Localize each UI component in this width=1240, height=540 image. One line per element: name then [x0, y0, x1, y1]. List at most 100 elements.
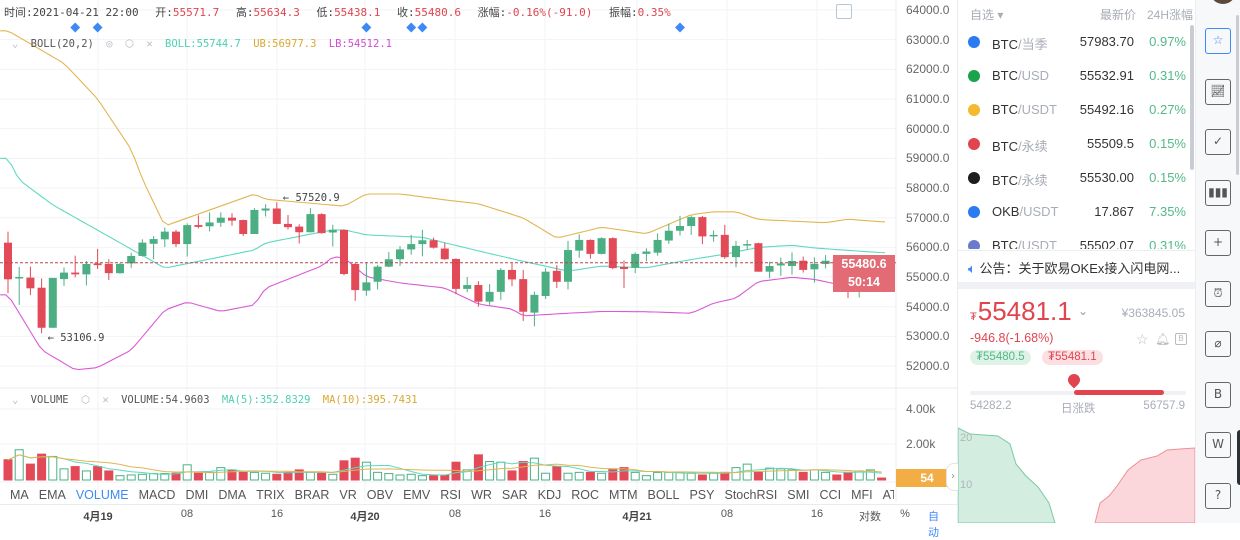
star-icon[interactable]: ☆ [1136, 331, 1149, 347]
bell-icon[interactable]: 🔔︎ [1155, 332, 1171, 346]
add-page-icon[interactable]: + [1205, 230, 1231, 256]
bar-chart-icon[interactable]: ▮▮▮ [1205, 179, 1231, 206]
indicator-tab-volume[interactable]: VOLUME [75, 488, 129, 502]
close-icon[interactable]: ✕ [146, 38, 153, 50]
log-scale-toggle[interactable]: 对数 [859, 511, 881, 523]
candle-down [519, 279, 528, 312]
indicator-tab-roc[interactable]: ROC [571, 488, 600, 502]
avatar[interactable] [1210, 0, 1236, 4]
market-chart-icon[interactable]: 📈︎ [1205, 78, 1231, 105]
ask-price-pill[interactable]: ₮55481.1 [1042, 350, 1103, 365]
candle-up [373, 266, 382, 282]
watchlist-row[interactable]: BTC/USDT 55502.07 0.31% [958, 229, 1190, 249]
indicator-tab-obv[interactable]: OBV [366, 488, 394, 502]
volume-bar [619, 467, 629, 481]
indicator-tab-dma[interactable]: DMA [218, 488, 247, 502]
announcement-bar[interactable]: 🔈︎ 公告：关于欧易OKEx接入闪电网... [958, 250, 1195, 282]
indicator-tab-boll[interactable]: BOLL [647, 488, 680, 502]
w-window-icon[interactable]: W [1205, 432, 1231, 458]
price-axis-label: 53000.0 [906, 329, 950, 344]
indicator-tab-brar[interactable]: BRAR [294, 488, 330, 502]
volume-bar [608, 468, 618, 481]
close-icon[interactable]: ✕ [102, 394, 109, 406]
indicator-tab-wr[interactable]: WR [471, 488, 492, 502]
volume-bar [205, 471, 215, 481]
lb-value: LB:54512.1 [328, 38, 392, 50]
watchlist-scrollbar[interactable] [1190, 25, 1194, 170]
watchlist-row[interactable]: OKB/USDT 17.867 7.35% [958, 195, 1190, 229]
indicator-tab-trix[interactable]: TRIX [256, 488, 285, 502]
indicator-tab-psy[interactable]: PSY [689, 488, 715, 502]
candle-up [788, 261, 796, 267]
candle-up [664, 230, 673, 241]
change-column-header[interactable]: 24H涨幅 [1147, 8, 1194, 22]
time-axis[interactable]: 对数 % 自动 4月19 08 16 4月20 08 16 4月21 08 16 [0, 504, 958, 539]
settings-icon[interactable]: ⬡ [80, 394, 91, 406]
watchlist-row[interactable]: BTC/当季 57983.70 0.97% [958, 25, 1190, 59]
collapse-chevron-icon[interactable]: ⌄ [12, 394, 19, 406]
depth-axis-label: 20 [960, 432, 972, 444]
globe-icon[interactable]: ⌀ [1205, 331, 1231, 357]
candle-down [620, 266, 628, 270]
watchlist-star-icon[interactable]: ☆ [1205, 28, 1231, 54]
indicator-tab-kdj[interactable]: KDJ [537, 488, 562, 502]
watchlist-row[interactable]: BTC/永续 55530.00 0.15% [958, 161, 1190, 195]
change-value: -0.16%(-91.0) [506, 6, 593, 19]
pair-change: 0.31% [1149, 238, 1186, 249]
indicator-tab-vr[interactable]: VR [339, 488, 357, 502]
chevron-down-icon[interactable]: ⌄ [1078, 304, 1089, 318]
volume-bar [283, 471, 293, 481]
indicator-tab-ma[interactable]: MA [10, 488, 29, 502]
chart-area[interactable]: ← 57520.9 ← 53106.9 时间:2021-04-21 22:00 开… [0, 0, 960, 539]
depth-axis-label: 10 [960, 479, 972, 491]
alarm-clock-icon[interactable]: ⏰︎ [1205, 280, 1231, 307]
announcement-text[interactable]: 公告：关于欧易OKEx接入闪电网... [979, 261, 1181, 276]
candle-up [407, 244, 416, 250]
b-document-icon[interactable]: B [1205, 381, 1231, 408]
candle-up [183, 225, 192, 245]
depth-chart[interactable]: 20 10 [958, 420, 1195, 523]
b-info-icon[interactable]: B [1175, 333, 1187, 345]
eye-icon[interactable]: ◎ [106, 38, 113, 50]
settings-icon[interactable]: ⬡ [124, 38, 135, 50]
candle-down [71, 272, 80, 275]
indicator-tab-cci[interactable]: CCI [819, 488, 842, 502]
volume-bar [753, 471, 763, 481]
kline-canvas[interactable]: ← 57520.9 ← 53106.9 [0, 0, 958, 503]
calendar-icon[interactable] [836, 4, 852, 19]
volume-bar [440, 474, 450, 481]
indicator-tab-macd[interactable]: MACD [138, 488, 176, 502]
sidebar-scrollbar[interactable] [1236, 15, 1239, 175]
volume-bar [686, 472, 696, 481]
candle-up [149, 239, 158, 244]
indicator-tab-sar[interactable]: SAR [501, 488, 528, 502]
percent-scale-toggle[interactable]: % [900, 508, 910, 520]
watchlist-row[interactable]: BTC/USD 55532.91 0.31% [958, 59, 1190, 93]
bid-price-pill[interactable]: ₮55480.5 [970, 350, 1031, 365]
indicator-tab-rsi[interactable]: RSI [440, 488, 462, 502]
price-annotation: ← 53106.9 [48, 332, 105, 344]
indicator-tab-stochrsi[interactable]: StochRSI [724, 488, 778, 502]
volume-bar [518, 461, 528, 481]
indicator-tab-mtm[interactable]: MTM [609, 488, 638, 502]
collapse-chevron-icon[interactable]: ⌄ [12, 38, 19, 50]
indicator-tab-dmi[interactable]: DMI [185, 488, 209, 502]
help-icon[interactable]: ? [1205, 482, 1231, 509]
indicator-tab-mfi[interactable]: MFI [851, 488, 873, 502]
price-column-header[interactable]: 最新价 [1100, 8, 1137, 22]
pair-symbol: BTC/永续 [992, 173, 1048, 188]
candle-up [732, 245, 740, 258]
last-price-tag: 55480.6 50:14 [833, 255, 895, 292]
pair-price: 55509.5 [1087, 136, 1134, 151]
amplitude-value: 0.35% [637, 6, 671, 19]
watchlist-row[interactable]: BTC/USDT 55492.16 0.27% [958, 93, 1190, 127]
auto-scale-toggle[interactable]: 自动 [928, 511, 939, 539]
indicator-tab-smi[interactable]: SMI [787, 488, 810, 502]
orders-check-icon[interactable]: ✓ [1205, 129, 1231, 155]
watchlist-title[interactable]: 自选 ▾ [970, 8, 1004, 22]
indicator-tab-emv[interactable]: EMV [403, 488, 431, 502]
open-label: 开: [155, 6, 173, 19]
indicator-tab-ema[interactable]: EMA [38, 488, 66, 502]
indicator-tab-atr[interactable]: ATR [882, 488, 894, 502]
watchlist-row[interactable]: BTC/永续 55509.5 0.15% [958, 127, 1190, 161]
